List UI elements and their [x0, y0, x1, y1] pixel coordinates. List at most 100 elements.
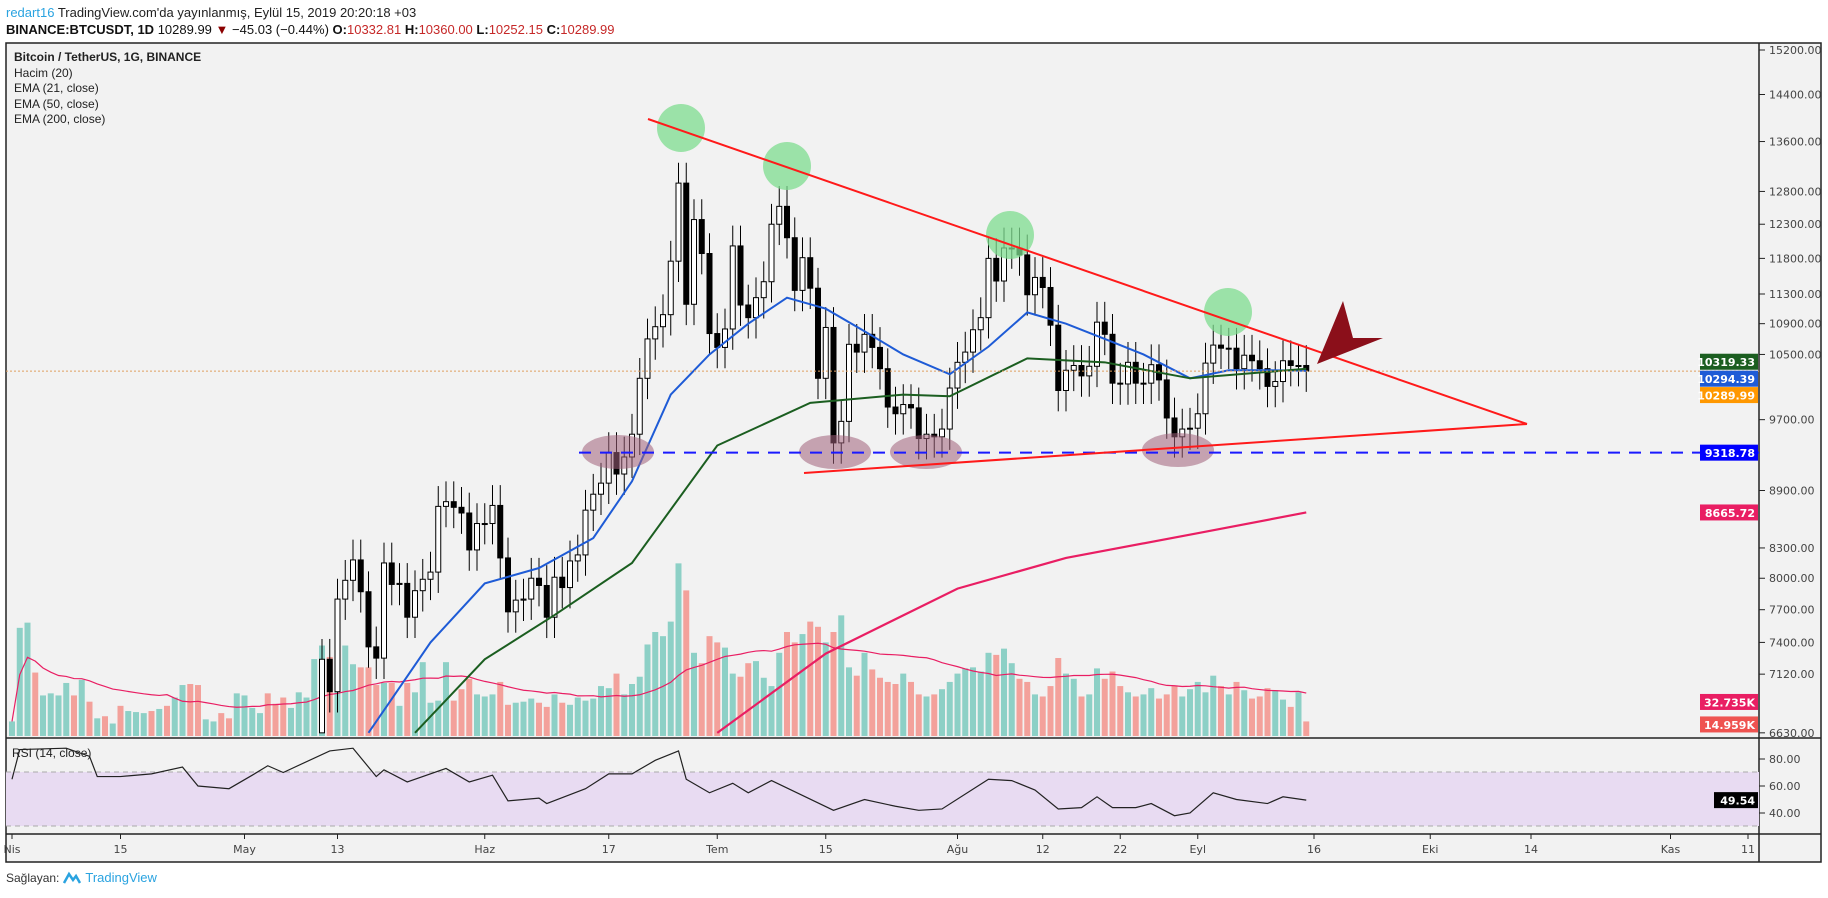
triangle-down-icon: ▼: [215, 22, 229, 37]
volume-bar: [1280, 699, 1286, 736]
volume-bar: [1001, 648, 1007, 736]
time-tick-label: Kas: [1661, 843, 1681, 856]
author-link[interactable]: redart16: [6, 5, 55, 20]
candle-body: [357, 559, 364, 593]
volume-bar: [1187, 689, 1193, 736]
candle-body: [1063, 369, 1069, 391]
low-marker[interactable]: [582, 435, 654, 469]
volume-bar: [1047, 686, 1054, 736]
volume-bar: [1117, 686, 1124, 736]
upper-trendline[interactable]: [647, 118, 1528, 425]
candle-body: [1163, 379, 1170, 419]
candle-body: [768, 223, 775, 283]
legend-ema50[interactable]: EMA (50, close): [14, 96, 99, 111]
candle-body: [474, 523, 480, 551]
price-tick-label: 7700.00: [1769, 604, 1815, 617]
candle-body: [574, 554, 581, 562]
time-tick-label: 13: [331, 843, 345, 856]
volume-bar: [419, 662, 426, 736]
volume-bar: [652, 632, 659, 736]
volume-bar: [412, 692, 418, 736]
peak-marker[interactable]: [1204, 288, 1252, 336]
time-axis[interactable]: Nis 15 May 13 Haz 17 Tem 15 Ağu 12 22 Eyl 16 Eki 14 Kas…: [3, 834, 1755, 856]
candle-body: [815, 287, 821, 379]
lower-trendline[interactable]: [803, 423, 1528, 474]
volume-bar: [435, 700, 442, 736]
legend-ema21[interactable]: EMA (21, close): [14, 81, 99, 95]
low-marker[interactable]: [1142, 433, 1214, 467]
volume-bar: [1086, 694, 1093, 736]
candle-body: [807, 257, 814, 289]
candle-body: [675, 182, 682, 262]
volume-bar: [78, 679, 85, 736]
rsi-line: [11, 747, 1307, 817]
volume-bar: [946, 681, 953, 736]
volume-bar: [923, 696, 930, 736]
volume-bar: [71, 695, 77, 736]
volume-bar: [543, 706, 550, 736]
candle-body: [644, 338, 651, 379]
volume-bar: [776, 652, 783, 736]
volume-bar: [466, 678, 473, 736]
price-axis[interactable]: 15200.00 14400.00 13600.00 12800.00 12300.00…: [1697, 44, 1821, 820]
candle-body: [1295, 364, 1302, 367]
open-label: O:: [332, 22, 347, 37]
volume-bar: [458, 689, 465, 736]
candle-body: [729, 245, 736, 330]
candle-body: [528, 577, 535, 600]
peak-marker[interactable]: [657, 104, 705, 152]
legend-volume[interactable]: Hacim (20): [14, 65, 73, 80]
volume-bar: [900, 673, 907, 736]
volume-bar: [47, 693, 54, 736]
volume-bar: [512, 702, 519, 736]
volume-bar: [179, 685, 186, 736]
candle-body: [977, 317, 984, 331]
candle-body: [505, 557, 511, 613]
volume-bar: [102, 716, 108, 736]
volume-bar: [1055, 658, 1062, 736]
rsi-tick-label: 40.00: [1769, 807, 1801, 820]
candle-body: [1047, 286, 1054, 326]
candle-body: [443, 501, 449, 507]
candle-body: [908, 404, 914, 409]
volume-bar: [9, 721, 15, 736]
candle-body: [319, 658, 325, 734]
candle-body: [698, 219, 705, 255]
price-badge-label: 10294.39: [1697, 373, 1755, 386]
price-tick-label: 10900.00: [1769, 318, 1822, 331]
candle-body: [559, 576, 566, 589]
price-tick-label: 9700.00: [1769, 414, 1815, 427]
candle-body: [326, 658, 333, 693]
price-tick-label: 14400.00: [1769, 88, 1822, 101]
candle-body: [1125, 361, 1131, 385]
candle-body: [412, 590, 418, 618]
volume-bar: [714, 642, 721, 736]
volume-bar: [574, 697, 581, 736]
volume-bar: [667, 621, 674, 736]
candle-body: [350, 559, 356, 581]
candle-body: [915, 407, 922, 440]
candle-body: [791, 237, 798, 291]
time-tick-label: 14: [1524, 843, 1538, 856]
volume-bar: [396, 705, 403, 736]
peak-marker[interactable]: [986, 211, 1034, 259]
price-tick-label: 13600.00: [1769, 136, 1822, 149]
candle-body: [954, 361, 961, 389]
peak-marker[interactable]: [763, 142, 811, 190]
volume-bar: [877, 677, 883, 736]
tradingview-link[interactable]: TradingView: [85, 870, 157, 885]
legend-ema200[interactable]: EMA (200, close): [14, 112, 106, 126]
drawings[interactable]: [579, 104, 1759, 474]
candle-body: [1032, 276, 1038, 296]
time-tick-label: 15: [114, 843, 128, 856]
volume-bar: [644, 644, 651, 736]
arrow-icon[interactable]: [1317, 301, 1383, 364]
legend-rsi[interactable]: RSI (14, close): [12, 746, 92, 760]
candle-body: [691, 219, 697, 305]
volume-bar: [1039, 696, 1046, 736]
candle-body: [900, 404, 907, 415]
volume-bar: [613, 673, 620, 736]
candle-body: [396, 582, 403, 585]
volume-bar: [559, 702, 566, 736]
